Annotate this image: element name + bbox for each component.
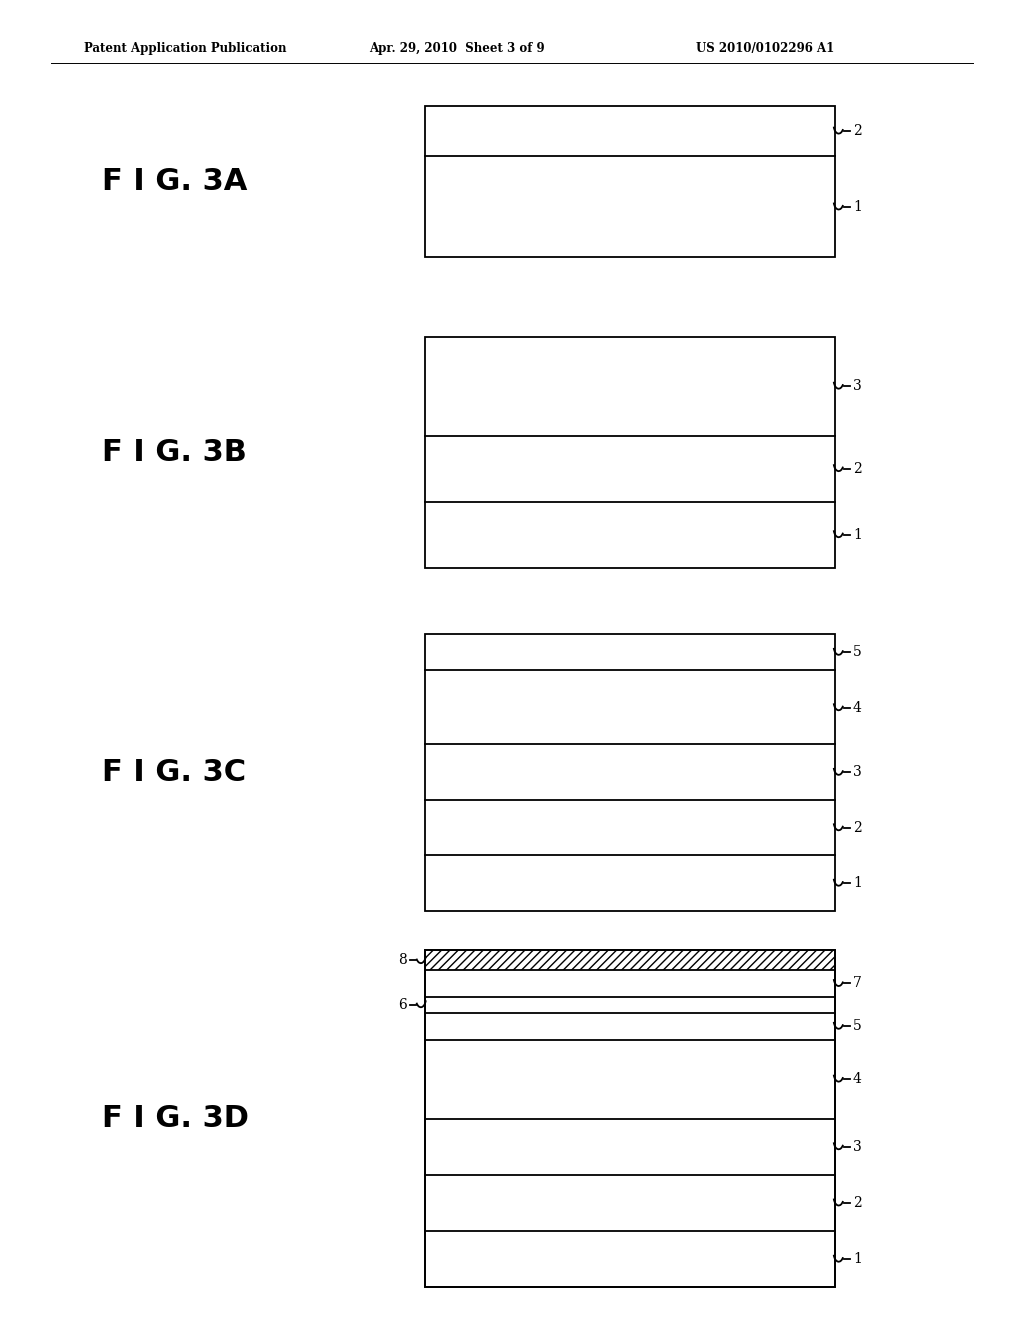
Text: 5: 5 (853, 645, 862, 659)
Text: 3: 3 (853, 766, 862, 779)
Text: 2: 2 (853, 821, 862, 834)
Text: 8: 8 (397, 953, 407, 968)
Text: 4: 4 (853, 701, 862, 714)
Bar (425, 950, 835, 1287)
Bar (425, 950, 835, 1287)
Text: 1: 1 (853, 528, 862, 541)
Text: 2: 2 (853, 1196, 862, 1210)
Text: 7: 7 (853, 977, 862, 990)
Text: 4: 4 (853, 1072, 862, 1086)
Text: F I G. 3D: F I G. 3D (102, 1105, 250, 1133)
Text: US 2010/0102296 A1: US 2010/0102296 A1 (696, 42, 835, 55)
Bar (425, 106, 835, 257)
Bar (425, 950, 835, 970)
Text: 3: 3 (853, 379, 862, 393)
Bar (425, 634, 835, 911)
Text: F I G. 3A: F I G. 3A (102, 168, 248, 195)
Text: Patent Application Publication: Patent Application Publication (84, 42, 287, 55)
Text: 5: 5 (853, 1019, 862, 1034)
Text: 2: 2 (853, 462, 862, 475)
Bar (425, 337, 835, 568)
Text: 1: 1 (853, 1253, 862, 1266)
Text: 1: 1 (853, 876, 862, 890)
Text: Apr. 29, 2010  Sheet 3 of 9: Apr. 29, 2010 Sheet 3 of 9 (369, 42, 545, 55)
Text: 1: 1 (853, 199, 862, 214)
Text: 6: 6 (397, 998, 407, 1011)
Text: 2: 2 (853, 124, 862, 139)
Text: 3: 3 (853, 1139, 862, 1154)
Text: F I G. 3B: F I G. 3B (102, 438, 247, 466)
Text: F I G. 3C: F I G. 3C (102, 758, 247, 787)
